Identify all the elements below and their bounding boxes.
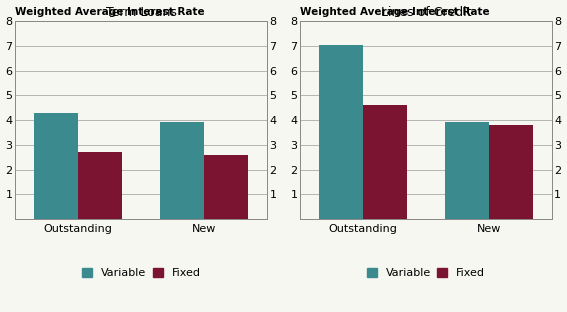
Title: Term Loans: Term Loans xyxy=(105,6,176,18)
Bar xyxy=(160,122,204,219)
Bar xyxy=(445,122,489,219)
Text: Weighted Average Interest Rate: Weighted Average Interest Rate xyxy=(301,7,490,17)
Title: Lines of Credit: Lines of Credit xyxy=(380,6,471,18)
Text: Weighted Average Interest Rate: Weighted Average Interest Rate xyxy=(15,7,205,17)
Legend: Variable, Fixed: Variable, Fixed xyxy=(367,268,485,278)
Bar xyxy=(78,152,122,219)
Bar xyxy=(363,105,407,219)
Bar xyxy=(34,114,78,219)
Legend: Variable, Fixed: Variable, Fixed xyxy=(82,268,200,278)
Bar xyxy=(319,45,363,219)
Bar xyxy=(489,125,533,219)
Bar xyxy=(204,155,248,219)
